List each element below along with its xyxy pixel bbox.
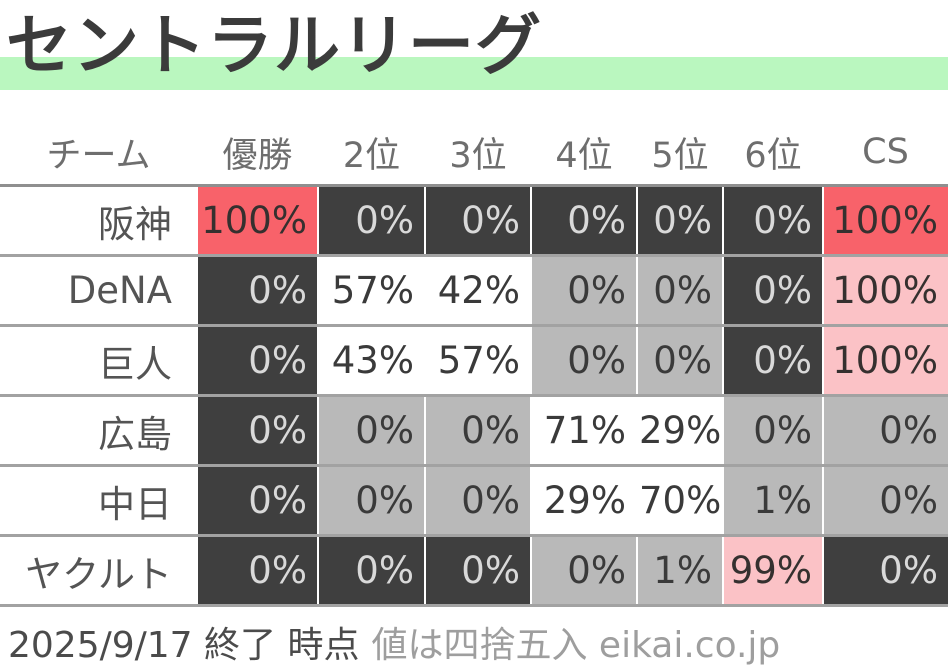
column-header-1: 優勝 bbox=[197, 120, 318, 187]
probability-cell: 29% bbox=[530, 465, 637, 537]
probability-cell: 1% bbox=[722, 465, 823, 537]
title-block: セントラルリーグ bbox=[0, 0, 948, 94]
probability-cell: 100% bbox=[196, 185, 318, 257]
probability-cell: 57% bbox=[317, 255, 425, 327]
standings-probability-table: チーム 優勝 2位 3位 4位 5位 6位 CS 阪神 100% 0% 0% 0% 0% 0% 100% De… bbox=[0, 120, 948, 607]
probability-cell: 42% bbox=[424, 255, 531, 327]
probability-cell: 0% bbox=[822, 465, 948, 537]
table-header: チーム 優勝 2位 3位 4位 5位 6位 CS bbox=[0, 120, 948, 187]
probability-cell: 0% bbox=[530, 535, 637, 607]
table-row: 広島 0% 0% 0% 71% 29% 0% 0% bbox=[0, 395, 948, 467]
probability-cell: 0% bbox=[196, 535, 318, 607]
table-row: DeNA 0% 57% 42% 0% 0% 0% 100% bbox=[0, 255, 948, 327]
probability-cell: 0% bbox=[424, 395, 531, 467]
probability-cell: 57% bbox=[424, 325, 531, 397]
probability-cell: 0% bbox=[722, 325, 823, 397]
footer-timestamp: 2025/9/17 終了 時点 bbox=[8, 625, 360, 666]
table-row: 阪神 100% 0% 0% 0% 0% 0% 100% bbox=[0, 185, 948, 257]
probability-cell: 100% bbox=[822, 325, 948, 397]
probability-cell: 0% bbox=[822, 535, 948, 607]
team-name-cell: 巨人 bbox=[0, 325, 197, 397]
probability-cell: 0% bbox=[424, 535, 531, 607]
probability-cell: 0% bbox=[530, 325, 637, 397]
probability-cell: 0% bbox=[822, 395, 948, 467]
team-name-cell: 中日 bbox=[0, 465, 197, 537]
table-row: ヤクルト 0% 0% 0% 0% 1% 99% 0% bbox=[0, 535, 948, 607]
column-header-7: CS bbox=[823, 120, 948, 187]
probability-cell: 0% bbox=[196, 465, 318, 537]
table-body: 阪神 100% 0% 0% 0% 0% 0% 100% DeNA 0% 57% 42% 0% 0% 0% 10… bbox=[0, 185, 948, 607]
page-title: セントラルリーグ bbox=[6, 7, 542, 84]
probability-cell: 0% bbox=[636, 255, 723, 327]
footer: 2025/9/17 終了 時点 値は四捨五入 eikai.co.jp bbox=[0, 616, 948, 668]
probability-cell: 0% bbox=[722, 395, 823, 467]
probability-cell: 0% bbox=[530, 185, 637, 257]
column-header-0: チーム bbox=[0, 120, 197, 187]
probability-cell: 0% bbox=[317, 535, 425, 607]
probability-cell: 100% bbox=[822, 255, 948, 327]
probability-cell: 0% bbox=[317, 465, 425, 537]
probability-cell: 43% bbox=[317, 325, 425, 397]
title-highlight-band bbox=[0, 57, 948, 90]
probability-cell: 1% bbox=[636, 535, 723, 607]
probability-cell: 0% bbox=[196, 395, 318, 467]
probability-cell: 0% bbox=[636, 325, 723, 397]
column-header-5: 5位 bbox=[637, 120, 723, 187]
team-name-cell: 阪神 bbox=[0, 185, 197, 257]
column-header-4: 4位 bbox=[531, 120, 637, 187]
probability-cell: 0% bbox=[424, 465, 531, 537]
table-header-row: チーム 優勝 2位 3位 4位 5位 6位 CS bbox=[0, 120, 948, 187]
probability-cell: 0% bbox=[196, 255, 318, 327]
probability-cell: 71% bbox=[530, 395, 637, 467]
probability-cell: 0% bbox=[424, 185, 531, 257]
probability-cell: 0% bbox=[196, 325, 318, 397]
team-name-cell: 広島 bbox=[0, 395, 197, 467]
footer-note: 値は四捨五入 eikai.co.jp bbox=[371, 625, 781, 666]
table-row: 中日 0% 0% 0% 29% 70% 1% 0% bbox=[0, 465, 948, 537]
probability-cell: 0% bbox=[722, 255, 823, 327]
probability-cell: 29% bbox=[636, 395, 723, 467]
column-header-3: 3位 bbox=[425, 120, 531, 187]
probability-cell: 99% bbox=[722, 535, 823, 607]
probability-cell: 0% bbox=[722, 185, 823, 257]
column-header-6: 6位 bbox=[723, 120, 823, 187]
probability-cell: 0% bbox=[317, 185, 425, 257]
table-row: 巨人 0% 43% 57% 0% 0% 0% 100% bbox=[0, 325, 948, 397]
probability-cell: 0% bbox=[317, 395, 425, 467]
probability-cell: 100% bbox=[822, 185, 948, 257]
probability-cell: 70% bbox=[636, 465, 723, 537]
team-name-cell: ヤクルト bbox=[0, 535, 197, 607]
team-name-cell: DeNA bbox=[0, 255, 197, 327]
column-header-2: 2位 bbox=[318, 120, 425, 187]
probability-cell: 0% bbox=[636, 185, 723, 257]
probability-cell: 0% bbox=[530, 255, 637, 327]
